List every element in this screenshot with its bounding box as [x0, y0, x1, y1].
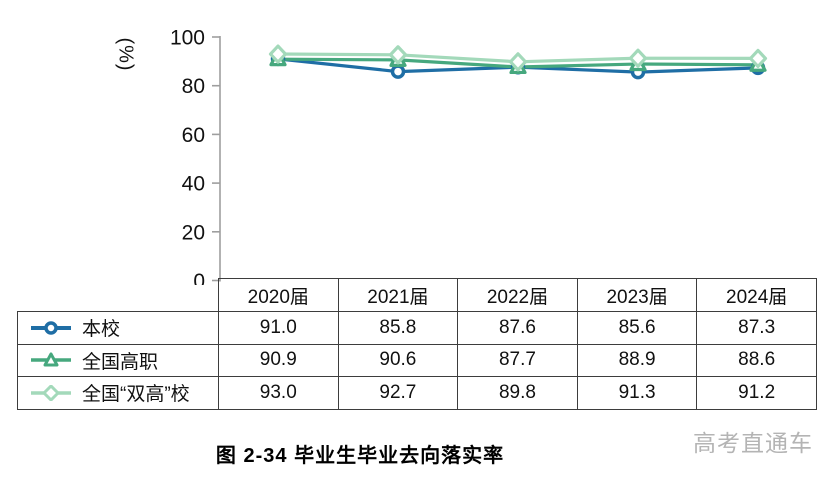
- table-cell: 87.7: [457, 343, 578, 377]
- table-row-shuanggao: 全国“双高”校 93.0 92.7 89.8 91.3 91.2: [17, 376, 817, 410]
- row-label-cell: 全国高职: [17, 343, 219, 377]
- figure-caption: 图 2-34 毕业生毕业去向落实率: [215, 445, 505, 467]
- row-label-cell: 全国“双高”校: [17, 376, 219, 410]
- table-cell: 91.0: [218, 311, 339, 345]
- column-header-2022: 2022届: [457, 278, 578, 312]
- series-label: 全国高职: [82, 351, 159, 373]
- table-corner-cell: [17, 278, 219, 312]
- table-cell: 88.6: [696, 343, 817, 377]
- svg-text:100: 100: [170, 27, 205, 50]
- table-header-row: 2020届 2021届 2022届 2023届 2024届: [17, 278, 817, 312]
- watermark-text: 高考直通车: [693, 430, 813, 456]
- table-row-benxiao: 本校 91.0 85.8 87.6 85.6 87.3: [17, 311, 817, 345]
- series-label: 本校: [82, 319, 121, 341]
- svg-text:60: 60: [182, 124, 205, 147]
- table-cell: 92.7: [337, 376, 459, 410]
- column-header-2020: 2020届: [218, 278, 339, 312]
- svg-text:20: 20: [182, 221, 205, 244]
- table-cell: 93.0: [218, 376, 339, 410]
- series-label: 全国“双高”校: [82, 384, 190, 406]
- row-label-cell: 本校: [17, 311, 219, 345]
- column-header-2024: 2024届: [696, 278, 817, 312]
- svg-text:80: 80: [182, 75, 205, 98]
- line-circle-marker-icon: [31, 321, 71, 335]
- table-cell: 85.8: [337, 311, 459, 345]
- table-cell: 88.9: [576, 343, 698, 377]
- table-cell: 91.2: [696, 376, 817, 410]
- table-cell: 87.6: [457, 311, 578, 345]
- table-cell: 85.6: [576, 311, 698, 345]
- line-chart: 0 20 40 60 80 100: [170, 27, 768, 285]
- line-triangle-marker-icon: [31, 352, 71, 367]
- svg-text:40: 40: [182, 173, 205, 196]
- table-row-gaozhi: 全国高职 90.9 90.6 87.7 88.9 88.6: [17, 343, 817, 377]
- data-table: 2020届 2021届 2022届 2023届 2024届 本校 91.0 85…: [17, 278, 817, 410]
- svg-text:0: 0: [193, 270, 205, 285]
- column-header-2023: 2023届: [576, 278, 698, 312]
- table-cell: 91.3: [576, 376, 698, 410]
- table-cell: 87.3: [696, 311, 817, 345]
- column-header-2021: 2021届: [337, 278, 459, 312]
- table-cell: 89.8: [457, 376, 578, 410]
- table-cell: 90.9: [218, 343, 339, 377]
- line-diamond-marker-icon: [31, 384, 71, 401]
- table-cell: 90.6: [337, 343, 459, 377]
